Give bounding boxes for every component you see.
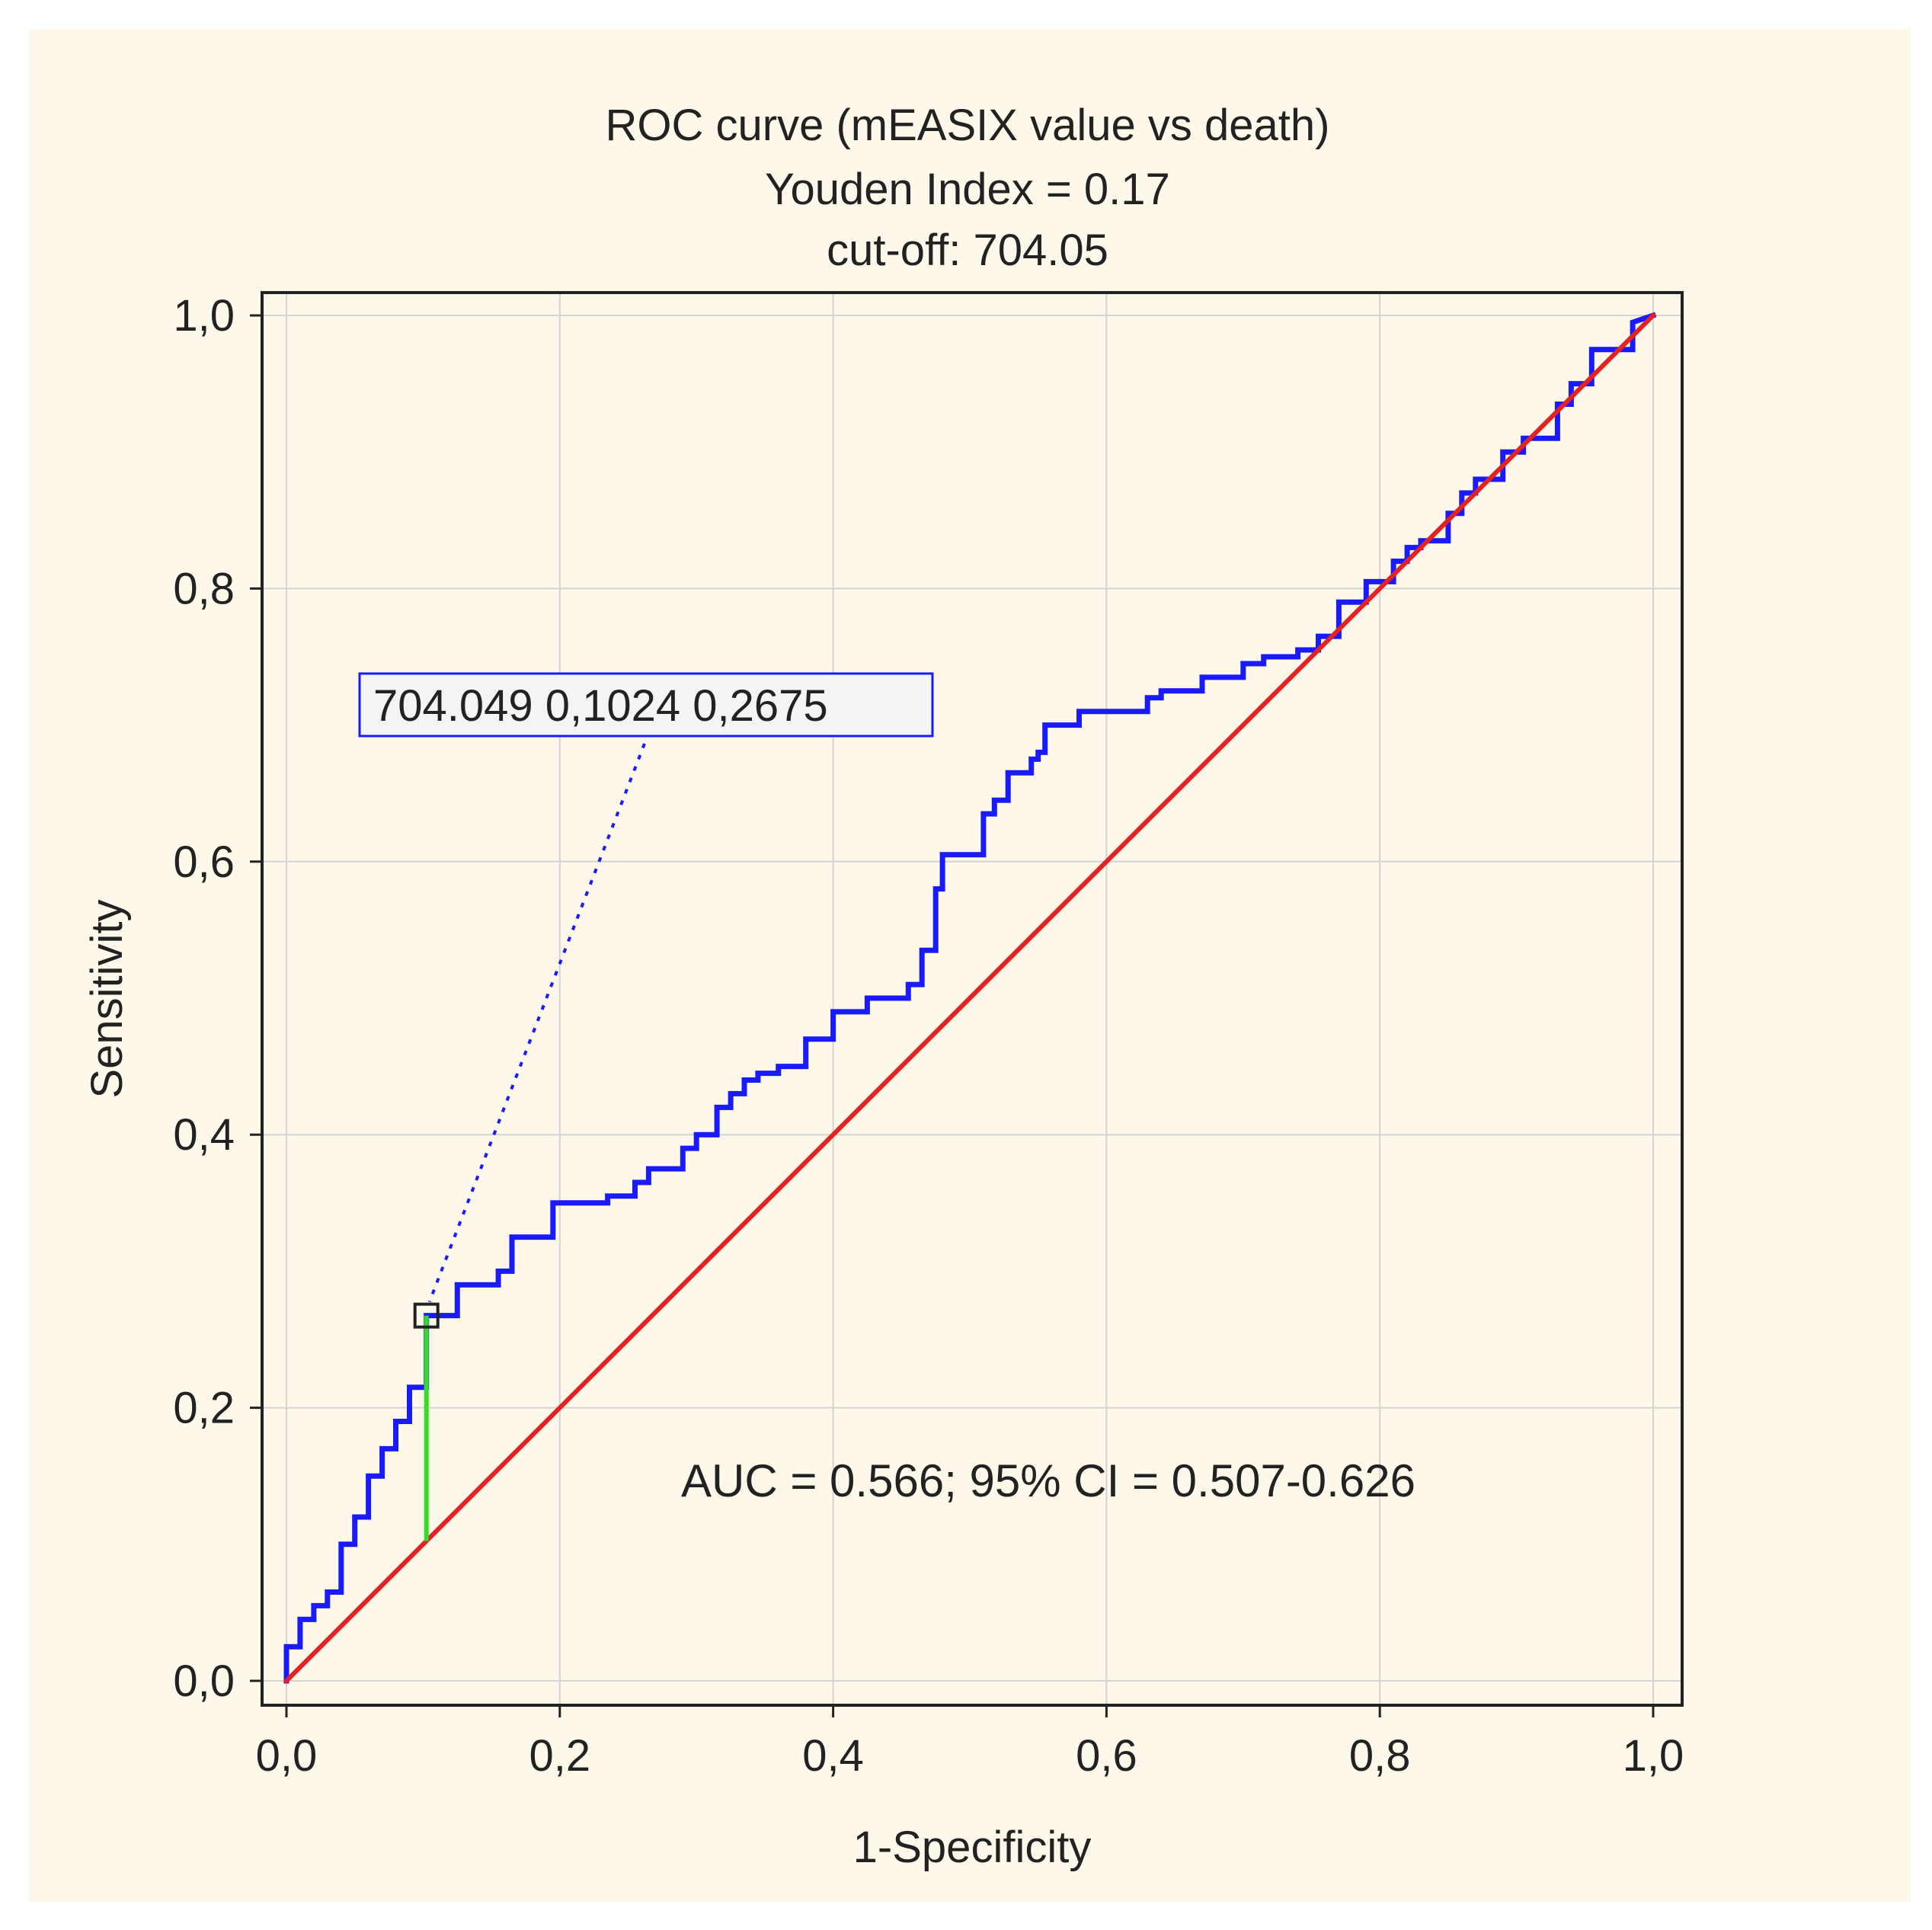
title-line-2: Youden Index = 0.17	[765, 165, 1170, 214]
title-line-3: cut-off: 704.05	[827, 226, 1108, 275]
callout-leader-line	[427, 743, 646, 1303]
x-tick-label: 1,0	[1623, 1731, 1684, 1781]
reference-diagonal-line	[283, 312, 1657, 1685]
y-tick-label: 0,8	[173, 564, 235, 613]
callout-box	[358, 672, 934, 738]
chart-title: ROC curve (mEASIX value vs death) Youden…	[606, 101, 1330, 275]
x-axis-ticks: 0,0 0,2 0,4 0,6 0,8 1,0	[256, 1705, 1684, 1781]
y-tick-label: 0,4	[173, 1110, 235, 1160]
x-tick-label: 0,2	[529, 1731, 590, 1781]
cutoff-point-marker	[413, 1302, 440, 1329]
y-axis-ticks: 0,0 0,2 0,4 0,6 0,8 1,0	[173, 291, 262, 1706]
x-tick-label: 0,6	[1076, 1731, 1137, 1781]
grid-lines	[262, 293, 1682, 1705]
title-line-1: ROC curve (mEASIX value vs death)	[606, 101, 1330, 150]
x-tick-label: 0,0	[256, 1731, 318, 1781]
y-tick-label: 1,0	[173, 291, 235, 341]
auc-annotation: AUC = 0.566; 95% CI = 0.507-0.626	[681, 1455, 1415, 1506]
x-tick-label: 0,8	[1349, 1731, 1411, 1781]
y-axis-label: Sensitivity	[82, 899, 132, 1098]
cutoff-callout: 704.049 0,1024 0,2675	[358, 672, 934, 738]
x-axis-label: 1-Specificity	[853, 1823, 1092, 1872]
chart-frame: ROC curve (mEASIX value vs death) Youden…	[29, 29, 1911, 1902]
y-tick-label: 0,6	[173, 837, 235, 887]
x-tick-label: 0,4	[802, 1731, 864, 1781]
roc-chart: ROC curve (mEASIX value vs death) Youden…	[82, 101, 1684, 1872]
plot-border	[261, 291, 1684, 1707]
callout-label: 704.049 0,1024 0,2675	[373, 681, 828, 731]
y-tick-label: 0,2	[173, 1384, 235, 1433]
y-tick-label: 0,0	[173, 1656, 235, 1706]
